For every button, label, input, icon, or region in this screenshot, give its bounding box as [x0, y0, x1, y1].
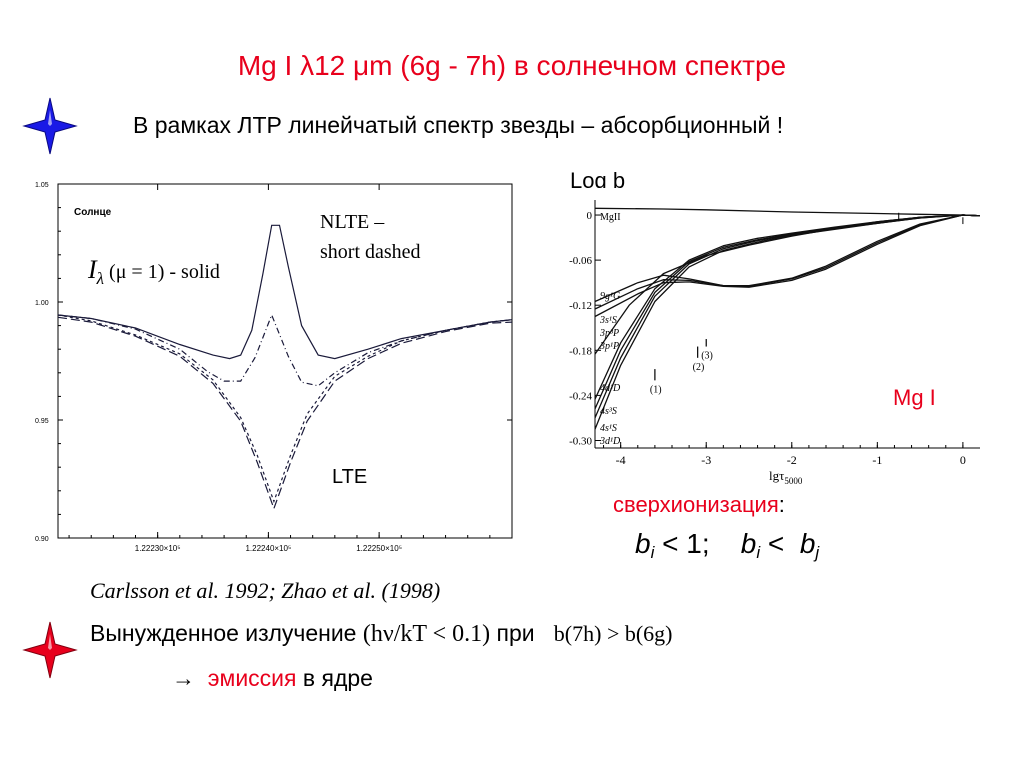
- x-tick-label: -4: [616, 453, 626, 467]
- y-tick-label: -0.24: [569, 390, 592, 402]
- level-label-3d: 3d¹D: [599, 436, 621, 447]
- citation: Carlsson et al. 1992; Zhao et al. (1998): [90, 578, 441, 603]
- profile-line-short-dash: [57, 314, 513, 504]
- nlte-label-line2: short dashed: [320, 241, 421, 263]
- y-tick-label: 0: [587, 210, 593, 222]
- marker-label: (2): [693, 362, 705, 373]
- x-tick-label: -3: [701, 453, 711, 467]
- profile-line-long-dash: [57, 316, 513, 511]
- level-label-3s: 3s¹S: [599, 315, 617, 326]
- lte-label: LTE: [332, 466, 367, 488]
- marker-label: (3): [701, 351, 713, 362]
- subtitle: В рамках ЛТР линейчатый спектр звезды – …: [133, 112, 784, 138]
- profile-line-dash-dot: [57, 313, 513, 387]
- departure-line: [594, 214, 981, 430]
- x-tick-label: 0: [960, 453, 966, 467]
- x-tick-label: 1.22240×10⁵: [245, 544, 291, 553]
- emission-in-core-line: → эмиссия в ядре: [172, 665, 373, 691]
- level-label-3p1: 3p¹P: [599, 341, 619, 352]
- slide-title: Mg I λ12 μm (6g - 7h) в солнечном спектр…: [237, 50, 787, 81]
- solar-line-profile-chart: 0.90 0.95 1.00 1.05 1.22230×10⁵ 1.22240×10⁵ 1…: [28, 170, 518, 570]
- level-label-4s3: 4s³S: [600, 406, 617, 417]
- y-tick-label: 1.00: [35, 300, 49, 307]
- mg-i-label: Mg I: [893, 385, 936, 410]
- x-tick-label: -2: [787, 453, 797, 467]
- y-tick-label: -0.30: [569, 435, 592, 447]
- level-label-3p3: 3p³P: [599, 328, 619, 339]
- intensity-label: Iλ (μ = 1) - solid: [87, 255, 220, 288]
- x-tick-label: -1: [872, 453, 882, 467]
- level-label-4d: 4d¹D: [600, 383, 621, 394]
- y-tick-label: 0.95: [35, 418, 49, 425]
- x-tick-label: 1.22230×10⁵: [135, 544, 181, 553]
- nlte-label-line1: NLTE –: [320, 211, 385, 233]
- red-four-point-star-icon: [22, 621, 78, 679]
- profile-line-solid: [57, 224, 513, 360]
- blue-four-point-star-icon: [22, 97, 78, 155]
- overionization-label: сверхионизация:: [613, 492, 785, 517]
- y-tick-label: 1.05: [35, 182, 49, 189]
- y-tick-label: -0.18: [569, 345, 592, 357]
- level-label-9g: 9g¹G: [600, 291, 620, 302]
- departure-coefficients-chart: 0 -0.06 -0.12 -0.18 -0.24 -0.30 -4 -3 -2 -1 0 (1)…: [560, 188, 985, 490]
- plot-frame: [57, 183, 513, 539]
- panel-label: Солнце: [74, 207, 112, 218]
- overionization-formula: bi < 1; bi < bj: [635, 528, 820, 562]
- x-tick-label: 1.22250×10⁵: [356, 544, 402, 553]
- stimulated-emission-line: Вынужденное излучение (hν/kT < 0.1) при …: [90, 620, 673, 647]
- marker-label: (1): [650, 384, 662, 395]
- y-tick-label: -0.06: [569, 255, 592, 267]
- level-label-4s1: 4s¹S: [600, 423, 617, 434]
- y-tick-label: 0.90: [35, 536, 49, 543]
- level-label-mgii: MgII: [600, 212, 621, 223]
- x-axis-label: lgτ5000: [769, 468, 803, 486]
- y-tick-label: -0.12: [569, 300, 592, 312]
